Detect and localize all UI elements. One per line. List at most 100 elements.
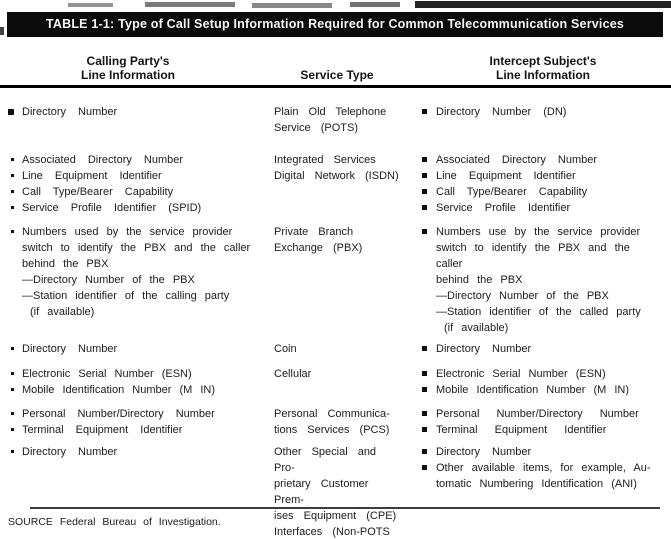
service-type-line: Integrated Services [274, 154, 376, 166]
list-item: Associated Directory Number [422, 152, 663, 168]
column-header-calling-party: Calling Party's Line Information [8, 54, 248, 82]
list-item: Call Type/Bearer Capability [422, 184, 663, 200]
calling-party-cell: Associated Directory Number Line Equipme… [8, 152, 258, 216]
list-item-text: Terminal Equipment Identifier [436, 424, 607, 436]
square-bullet-icon [11, 158, 14, 161]
calling-party-cell: Directory Number [8, 444, 258, 460]
sub-list-item: —Station identifier of the calling party [22, 290, 230, 302]
scan-artifact [145, 2, 235, 7]
square-bullet-icon [422, 465, 427, 470]
list-item-text: Associated Directory Number [436, 154, 598, 166]
list-item: Directory Number [8, 341, 258, 357]
service-type-line: Other Special and Pro- [274, 446, 377, 474]
column-header-service-type: Service Type [270, 68, 404, 82]
list-item: Terminal Equipment Identifier [422, 422, 663, 438]
list-item: Associated Directory Number [8, 152, 258, 168]
service-type-cell: Private Branch Exchange (PBX) [274, 224, 400, 256]
list-item-continuation: tomatic Numbering Identification (ANI) [436, 478, 637, 490]
service-type-line: Service (POTS) [274, 122, 359, 134]
square-bullet-icon [422, 427, 427, 432]
list-item: Directory Number [422, 444, 663, 460]
sub-list-item: —Directory Number of the PBX [22, 274, 195, 286]
square-bullet-icon [11, 388, 14, 391]
square-bullet-icon [11, 412, 14, 415]
list-item: Electronic Serial Number (ESN) [422, 366, 663, 382]
list-item-text: Directory Number (DN) [436, 106, 567, 118]
service-type-line: Private Branch [274, 226, 354, 238]
square-bullet-icon [11, 450, 14, 453]
table-row: Directory Number Other Special and Pro- … [0, 444, 671, 539]
table-body: Directory Number Plain Old Telephone Ser… [0, 104, 671, 539]
calling-party-cell: Directory Number [8, 341, 258, 357]
table-row: Directory Number Coin Directory Number [0, 341, 671, 357]
table-row: Electronic Serial Number (ESN) Mobile Id… [0, 366, 671, 398]
column-headers: Calling Party's Line Information Service… [0, 50, 671, 84]
service-type-cell: Plain Old Telephone Service (POTS) [274, 104, 400, 136]
service-type-cell: Coin [274, 341, 400, 357]
service-type-cell: Cellular [274, 366, 400, 382]
scan-artifact [252, 3, 332, 8]
scan-artifact [0, 27, 4, 35]
intercept-subject-cell: Numbers use by the service provider swit… [422, 224, 663, 336]
square-bullet-icon [422, 109, 427, 114]
list-item-text: Directory Number [22, 343, 118, 355]
square-bullet-icon [422, 189, 427, 194]
service-type-line: Personal Communica- [274, 408, 390, 420]
list-item: Numbers use by the service provider [422, 224, 663, 240]
square-bullet-icon [422, 371, 427, 376]
square-bullet-icon [11, 428, 14, 431]
footer-rule [30, 507, 660, 509]
list-item-text: Call Type/Bearer Capability [436, 186, 588, 198]
square-bullet-icon [422, 205, 427, 210]
list-item: Terminal Equipment Identifier [8, 422, 258, 438]
table-row: Personal Number/Directory Number Termina… [0, 406, 671, 438]
list-item-continuation: switch to identify the PBX and the calle… [436, 242, 630, 270]
square-bullet-icon [422, 173, 427, 178]
list-item: Call Type/Bearer Capability [8, 184, 258, 200]
square-bullet-icon [11, 230, 14, 233]
list-item: Service Profile Identifier [422, 200, 663, 216]
list-item-text: Associated Directory Number [22, 154, 184, 166]
list-item-text: Numbers used by the service provider [22, 226, 233, 238]
list-item-text: Directory Number [436, 343, 532, 355]
list-item-text: Mobile Identification Number (M IN) [22, 384, 216, 396]
sub-list-item: —Station identifier of the called party [436, 306, 641, 318]
column-header-line: Calling Party's [86, 54, 170, 68]
list-item: Directory Number [8, 444, 258, 460]
service-type-line: Exchange (PBX) [274, 242, 363, 254]
list-item-text: Directory Number [22, 446, 118, 458]
sub-list-item-continuation: (if available) [30, 306, 95, 318]
list-item-text: Directory Number [22, 106, 118, 118]
service-type-line: Digital Network (ISDN) [274, 170, 399, 182]
list-item-text: Call Type/Bearer Capability [22, 186, 174, 198]
list-item-continuation: behind the PBX [436, 274, 523, 286]
intercept-subject-cell: Directory Number (DN) [422, 104, 663, 120]
square-bullet-icon [422, 157, 427, 162]
list-item-text: Personal Number/Directory Number [436, 408, 639, 420]
list-item: Service Profile Identifier (SPID) [8, 200, 258, 216]
list-item: Mobile Identification Number (M IN) [422, 382, 663, 398]
list-item-text: Electronic Serial Number (ESN) [436, 368, 606, 380]
service-type-line: prietary Customer Prem- [274, 478, 369, 506]
list-item-text: Service Profile Identifier [436, 202, 571, 214]
list-item: Directory Number [8, 104, 258, 120]
service-type-line: Coin [274, 343, 297, 355]
service-type-cell: Other Special and Pro- prietary Customer… [274, 444, 400, 539]
list-item: Personal Number/Directory Number [8, 406, 258, 422]
header-rule [0, 85, 671, 88]
service-type-line: Interfaces (Non-POTS [274, 526, 390, 538]
list-item-text: Mobile Identification Number (M IN) [436, 384, 630, 396]
square-bullet-icon [422, 411, 427, 416]
list-item-continuation: behind the PBX [22, 258, 109, 270]
service-type-line: ises Equipment (CPE) [274, 510, 397, 522]
square-bullet-icon [422, 449, 427, 454]
service-type-cell: Personal Communica- tions Services (PCS) [274, 406, 400, 438]
service-type-line: Cellular [274, 368, 312, 380]
column-header-intercept-subject: Intercept Subject's Line Information [425, 54, 661, 82]
square-bullet-icon [11, 347, 14, 350]
column-header-line: Service Type [300, 68, 374, 82]
source-note: SOURCE Federal Bureau of Investigation. [8, 516, 221, 528]
square-bullet-icon [422, 346, 427, 351]
column-header-line: Intercept Subject's [489, 54, 597, 68]
